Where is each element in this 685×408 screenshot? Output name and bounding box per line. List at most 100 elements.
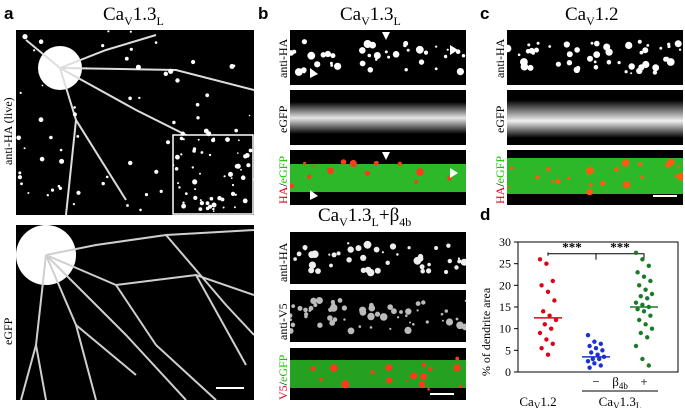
fluorescent-punctum bbox=[341, 380, 350, 389]
fluorescent-punctum bbox=[310, 297, 317, 304]
fluorescent-punctum bbox=[639, 50, 644, 55]
surface-punctum bbox=[248, 114, 251, 117]
surface-punctum bbox=[175, 154, 180, 160]
data-point bbox=[595, 352, 600, 357]
fluorescent-punctum bbox=[435, 45, 438, 48]
x-group-cav13: CaV1.3L bbox=[599, 394, 642, 408]
fluorescent-punctum bbox=[391, 308, 397, 315]
surface-punctum bbox=[33, 49, 36, 52]
data-point bbox=[589, 350, 594, 355]
fluorescent-punctum bbox=[404, 68, 408, 72]
fluorescent-punctum bbox=[455, 356, 460, 361]
fluorescent-punctum bbox=[416, 168, 424, 176]
data-point bbox=[643, 322, 648, 327]
fluorescent-punctum bbox=[446, 48, 449, 51]
surface-punctum bbox=[230, 177, 233, 180]
label-b-anti-v5: anti-V5 bbox=[276, 303, 290, 340]
fluorescent-punctum bbox=[384, 50, 388, 54]
fluorescent-punctum bbox=[341, 305, 347, 311]
fluorescent-punctum bbox=[367, 312, 375, 321]
data-point bbox=[587, 365, 592, 370]
fluorescent-punctum bbox=[674, 40, 682, 48]
x-group-cav12: CaV1.2 bbox=[519, 394, 556, 408]
fluorescent-punctum bbox=[548, 45, 552, 48]
surface-punctum bbox=[72, 112, 77, 117]
fluorescent-punctum bbox=[585, 166, 594, 175]
fluorescent-punctum bbox=[329, 304, 338, 312]
data-point bbox=[640, 356, 645, 362]
data-point bbox=[633, 250, 639, 256]
surface-punctum bbox=[225, 137, 230, 142]
fluorescent-punctum bbox=[404, 326, 412, 334]
fluorescent-punctum bbox=[434, 67, 438, 71]
fluorescent-punctum bbox=[303, 247, 307, 251]
fluorescent-punctum bbox=[385, 260, 390, 265]
label-c-egfp: eGFP bbox=[493, 105, 507, 133]
data-point bbox=[600, 348, 605, 353]
data-point bbox=[648, 313, 653, 318]
surface-punctum bbox=[159, 189, 163, 193]
fluorescent-punctum bbox=[307, 51, 316, 60]
surface-punctum bbox=[59, 148, 63, 152]
data-point bbox=[646, 263, 651, 269]
surface-punctum bbox=[194, 188, 197, 191]
fluorescent-punctum bbox=[369, 41, 376, 49]
surface-punctum bbox=[126, 204, 129, 207]
surface-punctum bbox=[181, 203, 187, 209]
fluorescent-punctum bbox=[367, 53, 372, 58]
data-point bbox=[635, 270, 640, 275]
fluorescent-punctum bbox=[678, 48, 682, 51]
fluorescent-punctum bbox=[421, 362, 426, 367]
fluorescent-punctum bbox=[677, 165, 680, 169]
fluorescent-punctum bbox=[446, 243, 451, 248]
surface-punctum bbox=[195, 102, 200, 107]
y-tick-label: 10 bbox=[499, 322, 511, 336]
fluorescent-punctum bbox=[381, 251, 384, 254]
fluorescent-punctum bbox=[410, 372, 418, 380]
fluorescent-punctum bbox=[314, 61, 321, 68]
fluorescent-punctum bbox=[324, 50, 331, 58]
fluorescent-punctum bbox=[674, 174, 678, 178]
data-point bbox=[635, 306, 640, 312]
fluorescent-punctum bbox=[677, 172, 683, 181]
data-point bbox=[597, 356, 602, 362]
surface-punctum bbox=[16, 135, 21, 141]
fluorescent-punctum bbox=[308, 305, 314, 311]
fluorescent-punctum bbox=[420, 268, 425, 274]
fluorescent-punctum bbox=[315, 268, 321, 274]
data-point bbox=[550, 341, 555, 347]
surface-punctum bbox=[180, 153, 183, 156]
surface-punctum bbox=[199, 199, 202, 202]
fluorescent-punctum bbox=[290, 328, 294, 334]
surface-punctum bbox=[46, 194, 49, 197]
fluorescent-punctum bbox=[313, 165, 315, 168]
data-point bbox=[645, 335, 650, 340]
surface-punctum bbox=[231, 183, 235, 187]
fluorescent-punctum bbox=[301, 39, 307, 45]
surface-punctum bbox=[139, 208, 142, 212]
data-point bbox=[641, 274, 647, 279]
micrograph-c-merge bbox=[507, 150, 683, 205]
fluorescent-punctum bbox=[591, 169, 594, 172]
surface-punctum bbox=[18, 171, 22, 175]
surface-punctum bbox=[182, 201, 185, 204]
surface-punctum bbox=[174, 167, 179, 171]
fluorescent-punctum bbox=[593, 60, 597, 64]
surface-punctum bbox=[76, 190, 81, 195]
data-point bbox=[545, 289, 551, 295]
surface-punctum bbox=[199, 172, 201, 175]
surface-punctum bbox=[45, 61, 50, 66]
micrograph-b-anti-ha bbox=[290, 30, 466, 85]
fluorescent-punctum bbox=[336, 251, 341, 256]
data-point bbox=[542, 322, 547, 327]
data-point bbox=[641, 309, 647, 314]
fluorescent-punctum bbox=[456, 68, 464, 76]
data-point bbox=[638, 293, 643, 299]
label-egfp-a: eGFP bbox=[1, 317, 15, 345]
data-point bbox=[539, 345, 544, 351]
fluorescent-punctum bbox=[369, 326, 373, 329]
fluorescent-punctum bbox=[457, 257, 460, 260]
surface-punctum bbox=[67, 50, 70, 54]
surface-punctum bbox=[212, 207, 215, 211]
surface-punctum bbox=[128, 160, 133, 166]
